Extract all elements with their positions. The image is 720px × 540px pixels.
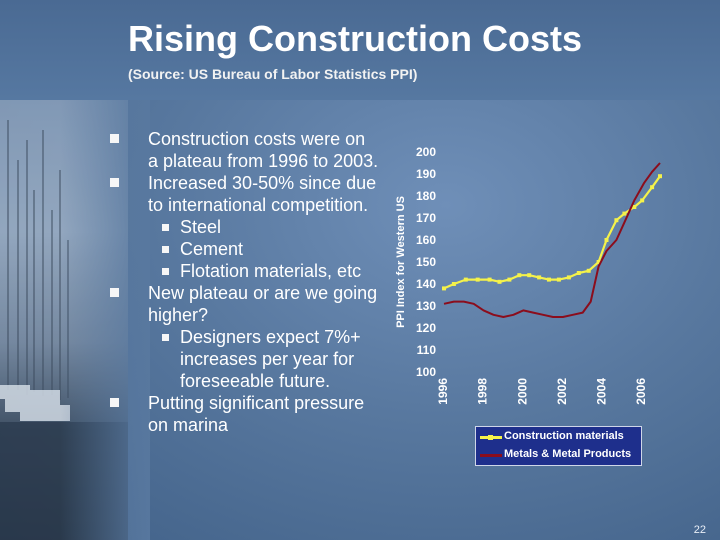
- y-tick-label: 110: [417, 343, 437, 357]
- x-tick-label: 1998: [476, 378, 490, 405]
- data-point-construction: [463, 277, 468, 282]
- data-point-construction: [650, 185, 655, 190]
- data-point-construction: [442, 286, 446, 291]
- y-tick-label: 180: [416, 189, 436, 203]
- sub-bullet-item: Steel: [148, 216, 380, 238]
- y-tick-label: 120: [416, 321, 436, 335]
- data-point-construction: [487, 277, 492, 282]
- bullet-item: Construction costs were on a plateau fro…: [110, 128, 380, 172]
- sub-bullet-text: Cement: [180, 239, 244, 259]
- legend-label-metals: Metals & Metal Products: [504, 448, 632, 460]
- square-bullet-icon: [162, 246, 169, 253]
- slide-subtitle: (Source: US Bureau of Labor Statistics P…: [128, 66, 418, 82]
- legend-entry-construction: Construction materials: [476, 428, 641, 446]
- data-point-construction: [586, 268, 591, 273]
- x-tick-label: 1996: [436, 378, 450, 405]
- legend-entry-metals: Metals & Metal Products: [476, 446, 641, 464]
- bullet-list: Construction costs were on a plateau fro…: [110, 128, 380, 436]
- data-point-construction: [527, 273, 532, 278]
- data-point-construction: [451, 282, 456, 286]
- bullet-text: Construction costs were on a plateau fro…: [148, 129, 379, 171]
- data-point-construction: [566, 275, 571, 280]
- data-point-construction: [614, 218, 619, 223]
- y-tick-label: 150: [416, 255, 436, 269]
- y-tick-label: 130: [416, 299, 436, 313]
- series-line-construction: [443, 175, 661, 290]
- y-axis-title: PPI Index for Western US: [395, 196, 407, 328]
- bullet-item: Increased 30-50% since due to internatio…: [110, 172, 380, 282]
- y-tick-label: 170: [416, 211, 436, 225]
- y-tick-label: 140: [416, 277, 436, 291]
- data-point-construction: [547, 277, 551, 282]
- legend-marker-construction: [488, 435, 493, 440]
- series-line-metals: [443, 162, 661, 318]
- y-tick-label: 100: [416, 365, 436, 379]
- sub-bullet-item: Flotation materials, etc: [148, 260, 380, 282]
- legend-swatch-metals: [480, 454, 502, 457]
- square-bullet-icon: [162, 334, 169, 341]
- data-point-construction: [658, 174, 662, 179]
- square-bullet-icon: [162, 224, 169, 231]
- data-point-construction: [632, 205, 637, 209]
- square-bullet-icon: [110, 178, 119, 187]
- y-tick-label: 160: [416, 233, 436, 247]
- data-point-construction: [517, 273, 522, 278]
- sub-bullet-text: Flotation materials, etc: [180, 261, 362, 281]
- data-point-construction: [604, 238, 609, 242]
- legend-label-construction: Construction materials: [504, 430, 624, 442]
- bullet-item: New plateau or are we going higher? Desi…: [110, 282, 380, 392]
- chart-canvas: PPI Index for Western US 100 110 120 130 140 1…: [395, 145, 662, 405]
- title-band: [0, 0, 720, 100]
- x-tick-label: 2000: [515, 378, 529, 405]
- y-tick-label: 190: [416, 167, 436, 181]
- data-point-construction: [596, 260, 601, 264]
- bullet-item: Putting significant pressure on marina: [110, 392, 380, 436]
- data-point-construction: [640, 198, 645, 203]
- data-point-construction: [622, 211, 627, 216]
- sub-bullet-text: Designers expect 7%+ increases per year …: [180, 327, 361, 391]
- chart-legend: Construction materials Metals & Metal Pr…: [475, 426, 642, 466]
- square-bullet-icon: [110, 288, 119, 297]
- x-tick-label: 2002: [555, 378, 569, 405]
- sub-bullet-text: Steel: [180, 217, 222, 237]
- bullet-text: New plateau or are we going higher?: [148, 283, 378, 325]
- y-tick-label: 200: [416, 145, 436, 159]
- ppi-line-chart: PPI Index for Western US 100 110 120 130 140 1…: [388, 140, 688, 470]
- data-point-construction: [537, 275, 542, 280]
- data-point-construction: [497, 279, 502, 284]
- x-tick-label: 2006: [634, 378, 648, 405]
- data-point-construction: [475, 277, 480, 282]
- slide-title: Rising Construction Costs: [128, 18, 583, 59]
- bullet-text: Putting significant pressure on marina: [148, 393, 365, 435]
- square-bullet-icon: [110, 398, 119, 407]
- data-point-construction: [556, 277, 561, 282]
- sub-bullet-item: Cement: [148, 238, 380, 260]
- data-point-construction: [576, 271, 581, 275]
- square-bullet-icon: [162, 268, 169, 275]
- square-bullet-icon: [110, 134, 119, 143]
- sub-bullet-item: Designers expect 7%+ increases per year …: [148, 326, 380, 392]
- data-point-construction: [507, 277, 512, 282]
- bullet-text: Increased 30-50% since due to internatio…: [148, 173, 377, 215]
- harbor-fade-overlay: [60, 100, 150, 540]
- page-number: 22: [693, 524, 706, 536]
- x-tick-label: 2004: [595, 378, 609, 405]
